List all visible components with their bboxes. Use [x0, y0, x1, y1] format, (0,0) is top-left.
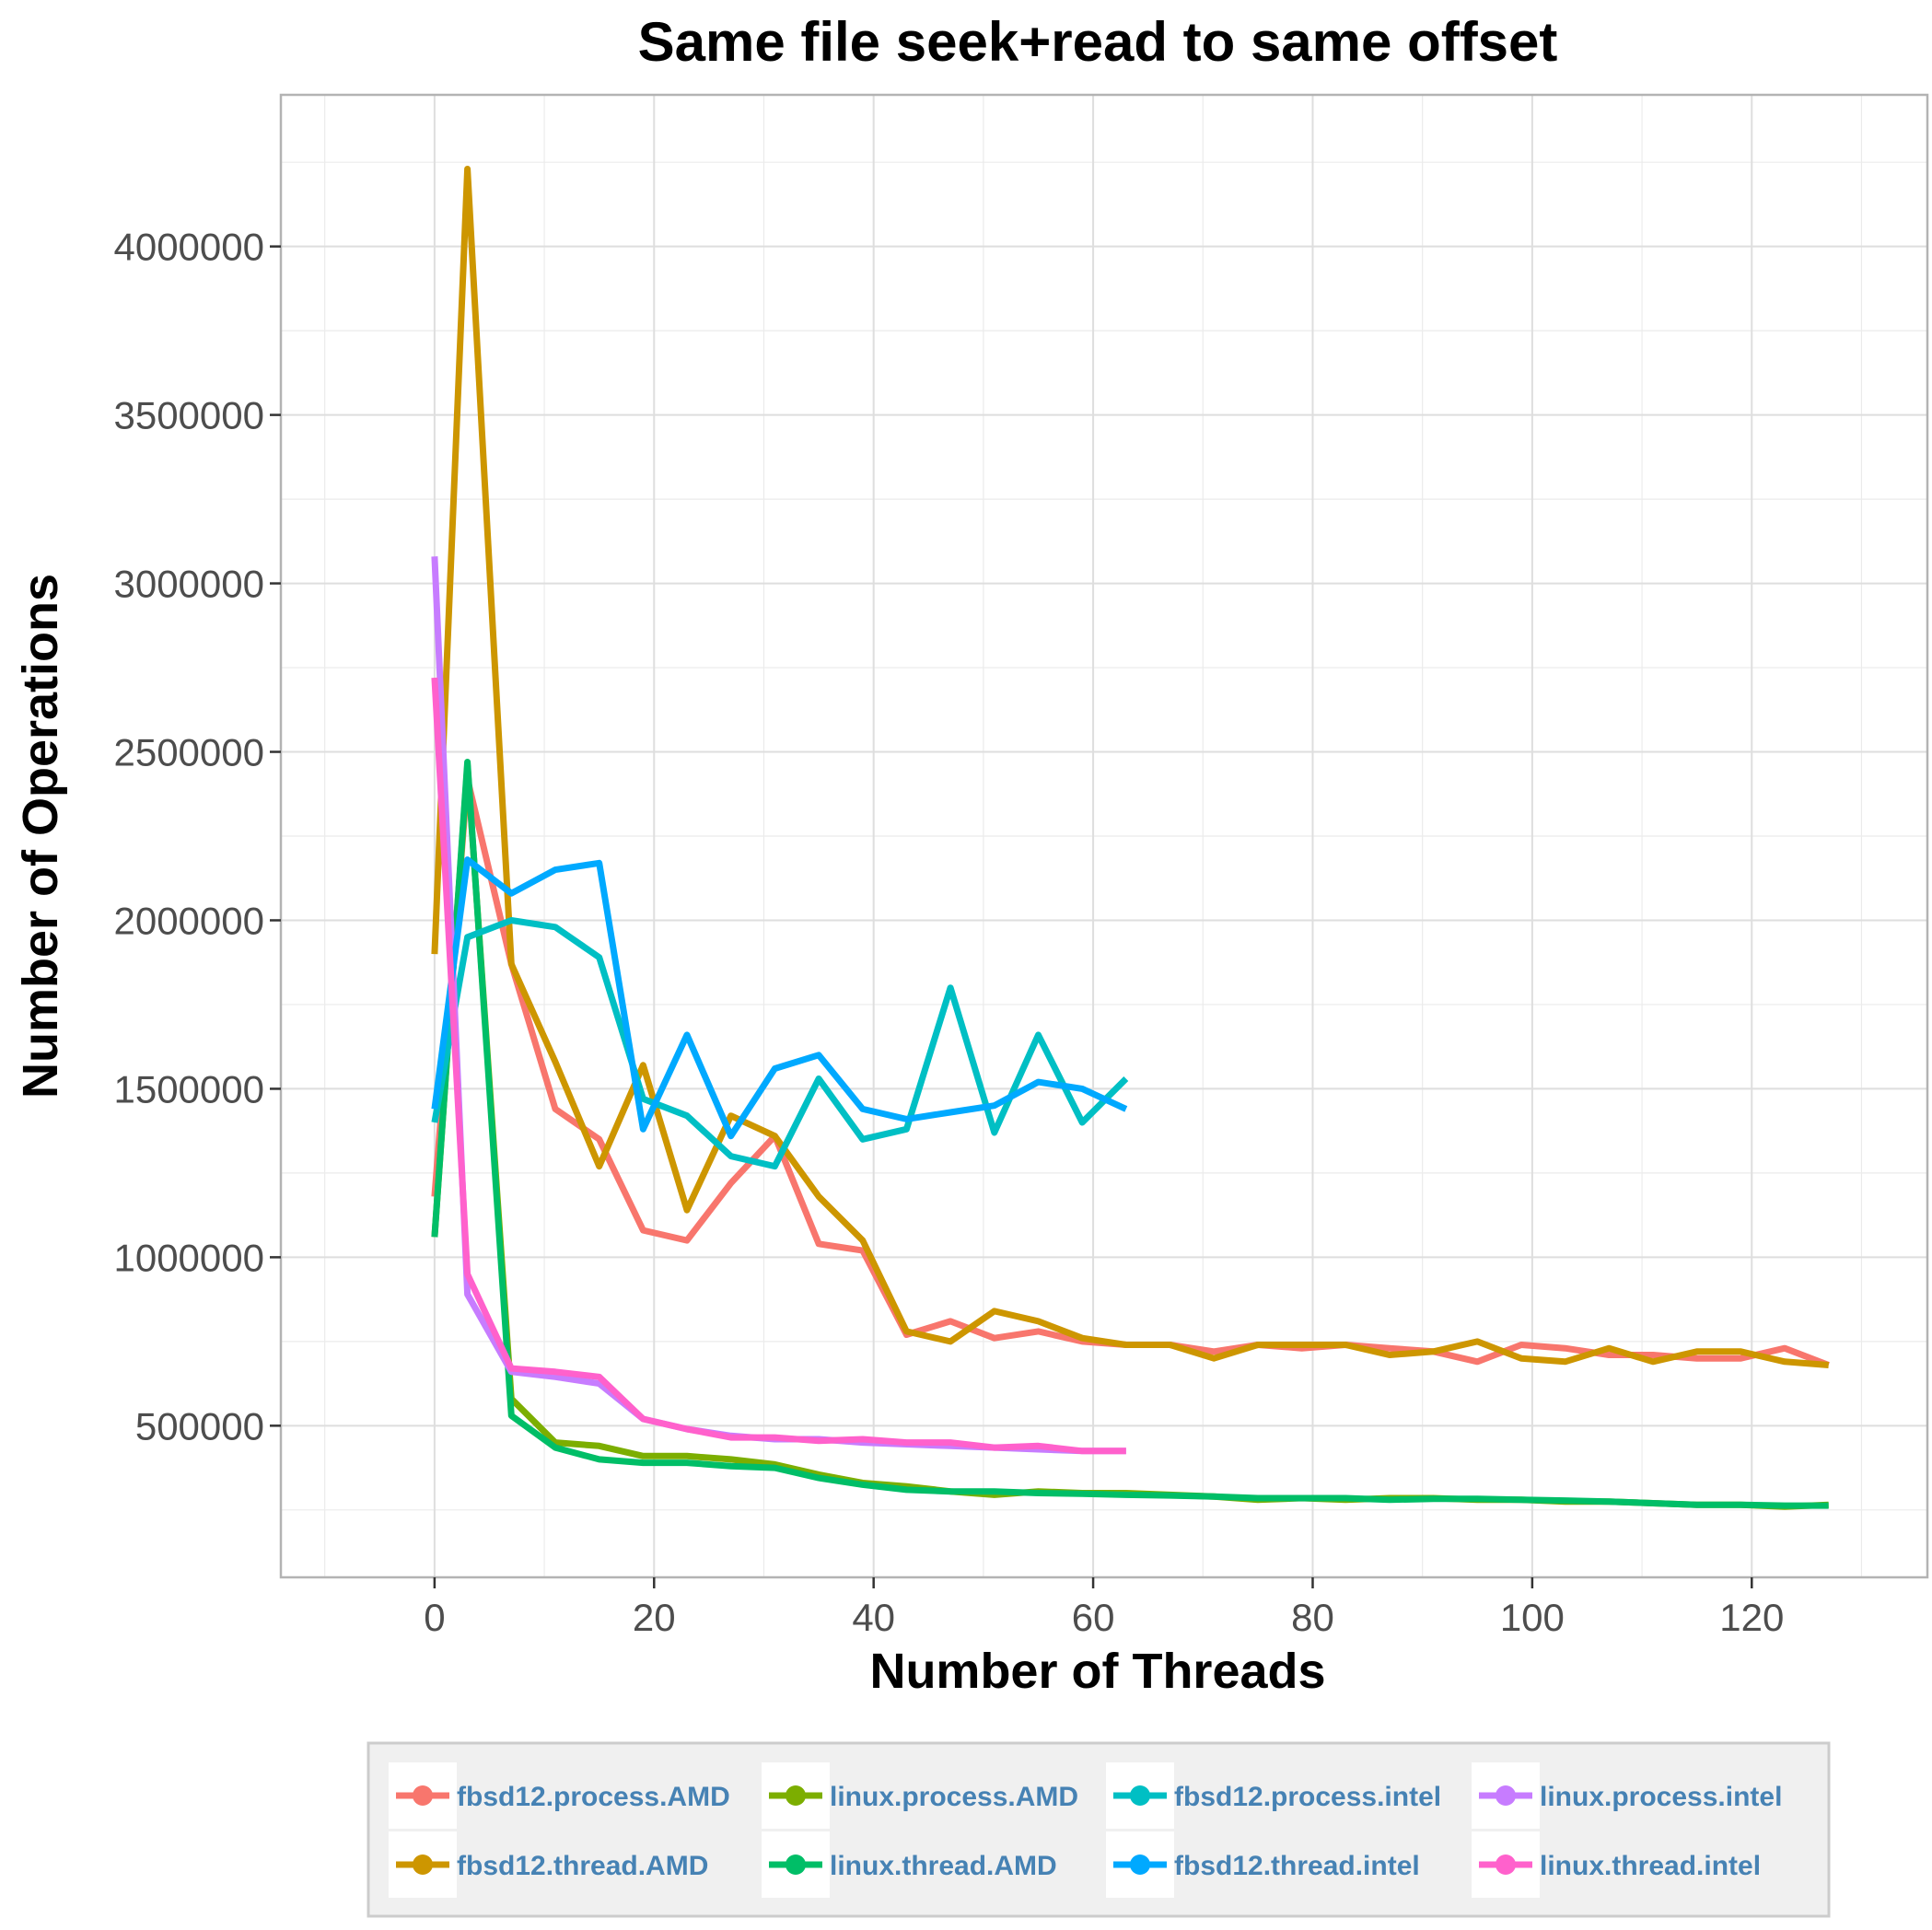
- x-axis-ticks: 0 20 40 60 80 100 120: [424, 1577, 1784, 1639]
- legend-key-point: [1130, 1785, 1150, 1806]
- legend-key-point: [786, 1854, 806, 1875]
- y-axis-title: Number of Operations: [13, 574, 68, 1099]
- x-tick-label: 120: [1719, 1596, 1784, 1639]
- x-tick-label: 0: [424, 1596, 445, 1639]
- series-line-4: [431, 759, 1829, 1509]
- legend-label: linux.thread.intel: [1540, 1851, 1761, 1881]
- x-tick-label: 20: [633, 1596, 676, 1639]
- x-axis-title: Number of Threads: [869, 1644, 1325, 1699]
- y-tick-label: 1000000: [113, 1236, 264, 1279]
- y-tick-label: 2500000: [113, 731, 264, 774]
- x-tick-label: 80: [1291, 1596, 1334, 1639]
- legend-key-point: [413, 1854, 433, 1875]
- x-tick-label: 60: [1072, 1596, 1115, 1639]
- series-line-2: [431, 166, 1829, 1368]
- legend-label: fbsd12.thread.intel: [1174, 1851, 1420, 1881]
- x-tick-label: 100: [1500, 1596, 1565, 1639]
- legend-label: fbsd12.process.AMD: [457, 1782, 730, 1812]
- y-tick-label: 3000000: [113, 563, 264, 606]
- legend-key-point: [1496, 1854, 1516, 1875]
- legend-key-point: [786, 1785, 806, 1806]
- legend-label: fbsd12.process.intel: [1174, 1782, 1441, 1812]
- y-tick-label: 500000: [135, 1404, 264, 1448]
- series-line-8: [431, 677, 1126, 1455]
- series-lines: [431, 166, 1830, 1510]
- plot-border: [279, 93, 1929, 1579]
- legend-label: fbsd12.thread.AMD: [457, 1851, 708, 1881]
- minor-gridlines: [281, 95, 1927, 1577]
- legend-key-point: [1496, 1785, 1516, 1806]
- legend-label: linux.process.intel: [1540, 1782, 1782, 1812]
- y-axis-ticks: 500000 1000000 1500000 2000000 2500000 300000…: [113, 226, 281, 1448]
- x-tick-label: 40: [852, 1596, 895, 1639]
- y-tick-label: 2000000: [113, 899, 264, 942]
- legend-label: linux.process.AMD: [830, 1782, 1078, 1812]
- legend-key-point: [1130, 1854, 1150, 1875]
- major-gridlines: [281, 95, 1927, 1577]
- y-tick-label: 1500000: [113, 1067, 264, 1110]
- y-tick-label: 4000000: [113, 226, 264, 269]
- legend: fbsd12.process.AMD fbsd12.thread.AMD linux…: [367, 1741, 1831, 1918]
- legend-label: linux.thread.AMD: [830, 1851, 1057, 1881]
- legend-box: [367, 1741, 1831, 1918]
- legend-key-point: [413, 1785, 433, 1806]
- y-tick-label: 3500000: [113, 394, 264, 437]
- chart-title: Same file seek+read to same offset: [638, 11, 1558, 73]
- series-line-7: [431, 856, 1128, 1140]
